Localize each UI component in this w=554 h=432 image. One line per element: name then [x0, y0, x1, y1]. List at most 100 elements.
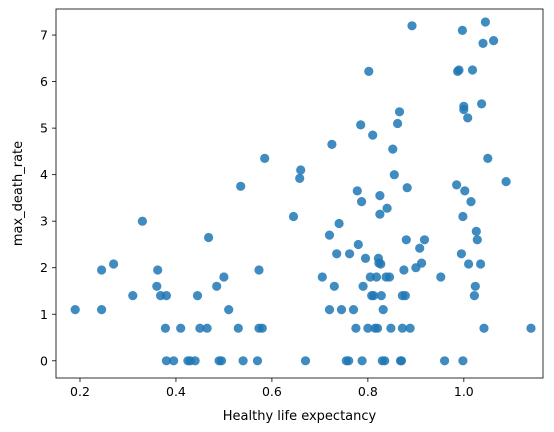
data-point [216, 356, 227, 366]
data-point [152, 281, 162, 291]
data-point [161, 356, 171, 366]
data-point [401, 235, 411, 245]
data-point [402, 183, 412, 193]
data-points [70, 17, 536, 366]
data-point [371, 272, 382, 282]
data-point [388, 144, 398, 154]
data-point [369, 291, 379, 301]
data-point [252, 356, 263, 366]
data-point [464, 259, 474, 269]
data-point [296, 165, 306, 175]
data-point [479, 323, 489, 333]
data-point [380, 356, 390, 366]
data-point [345, 249, 355, 259]
data-point [384, 272, 395, 282]
data-point [376, 291, 386, 301]
x-tick-label: 0.6 [262, 384, 282, 399]
data-point [382, 203, 392, 213]
data-point [236, 181, 246, 191]
data-point [238, 356, 248, 366]
x-tick-label: 0.8 [358, 384, 378, 399]
data-point [417, 258, 427, 268]
data-point [70, 305, 80, 315]
data-point [254, 265, 264, 275]
data-point [344, 356, 354, 366]
data-point [407, 21, 417, 31]
data-point [192, 291, 203, 301]
data-point [358, 281, 368, 291]
y-axis-ticks: 0 1 2 3 4 5 6 7 [40, 28, 56, 368]
data-point [375, 191, 385, 201]
data-point [288, 211, 299, 222]
data-point [233, 323, 243, 333]
data-point [386, 323, 396, 333]
data-point [483, 153, 493, 163]
y-axis-label: max_death_rate [11, 141, 26, 246]
data-point [460, 186, 470, 196]
y-tick-label: 4 [40, 167, 48, 182]
data-point [364, 66, 374, 76]
data-point [467, 65, 478, 75]
data-point [300, 356, 311, 366]
data-point [332, 249, 342, 259]
data-point [478, 38, 488, 49]
data-point [469, 291, 479, 301]
data-point [440, 356, 450, 366]
data-point [160, 323, 170, 333]
data-point [352, 186, 362, 196]
data-point [176, 323, 186, 333]
data-point [202, 323, 212, 333]
y-tick-label: 6 [40, 74, 48, 89]
data-point [456, 249, 466, 259]
data-point [97, 265, 107, 275]
data-point [489, 36, 499, 46]
data-point [375, 209, 385, 219]
data-point [295, 173, 305, 183]
data-point [334, 218, 344, 229]
data-point [454, 65, 464, 75]
data-point [457, 25, 467, 35]
data-point [137, 216, 147, 226]
y-tick-label: 5 [40, 121, 48, 136]
x-tick-label: 1.0 [454, 384, 474, 399]
data-point [363, 323, 373, 333]
data-point [351, 323, 361, 333]
data-point [161, 291, 171, 301]
data-point [470, 281, 480, 291]
data-point [195, 323, 205, 333]
data-point [329, 281, 339, 291]
data-point [153, 265, 163, 275]
data-point [394, 107, 405, 117]
data-point [257, 323, 267, 333]
plot-frame [55, 8, 544, 379]
data-point [419, 235, 430, 245]
data-point [526, 323, 536, 333]
x-tick-label: 0.4 [166, 384, 186, 399]
data-point [397, 323, 407, 333]
y-tick-label: 3 [40, 214, 48, 229]
data-point [480, 17, 490, 27]
data-point [396, 356, 407, 366]
data-point [327, 139, 337, 149]
data-point [190, 356, 200, 366]
data-point [97, 305, 107, 315]
data-point [415, 243, 425, 253]
data-point [357, 197, 367, 207]
data-point [219, 272, 229, 282]
data-point [109, 259, 119, 269]
data-point [400, 291, 410, 301]
data-point [452, 180, 462, 190]
data-point [348, 305, 359, 315]
data-point [336, 305, 347, 315]
data-point [458, 356, 468, 366]
x-tick-label: 0.2 [70, 384, 90, 399]
data-point [204, 232, 214, 243]
x-axis-label: Healthy life expectancy [223, 409, 377, 424]
data-point [372, 323, 383, 333]
data-point [356, 120, 366, 130]
data-point [399, 265, 409, 275]
data-point [324, 305, 335, 315]
y-tick-label: 7 [40, 28, 48, 43]
data-point [477, 99, 487, 109]
